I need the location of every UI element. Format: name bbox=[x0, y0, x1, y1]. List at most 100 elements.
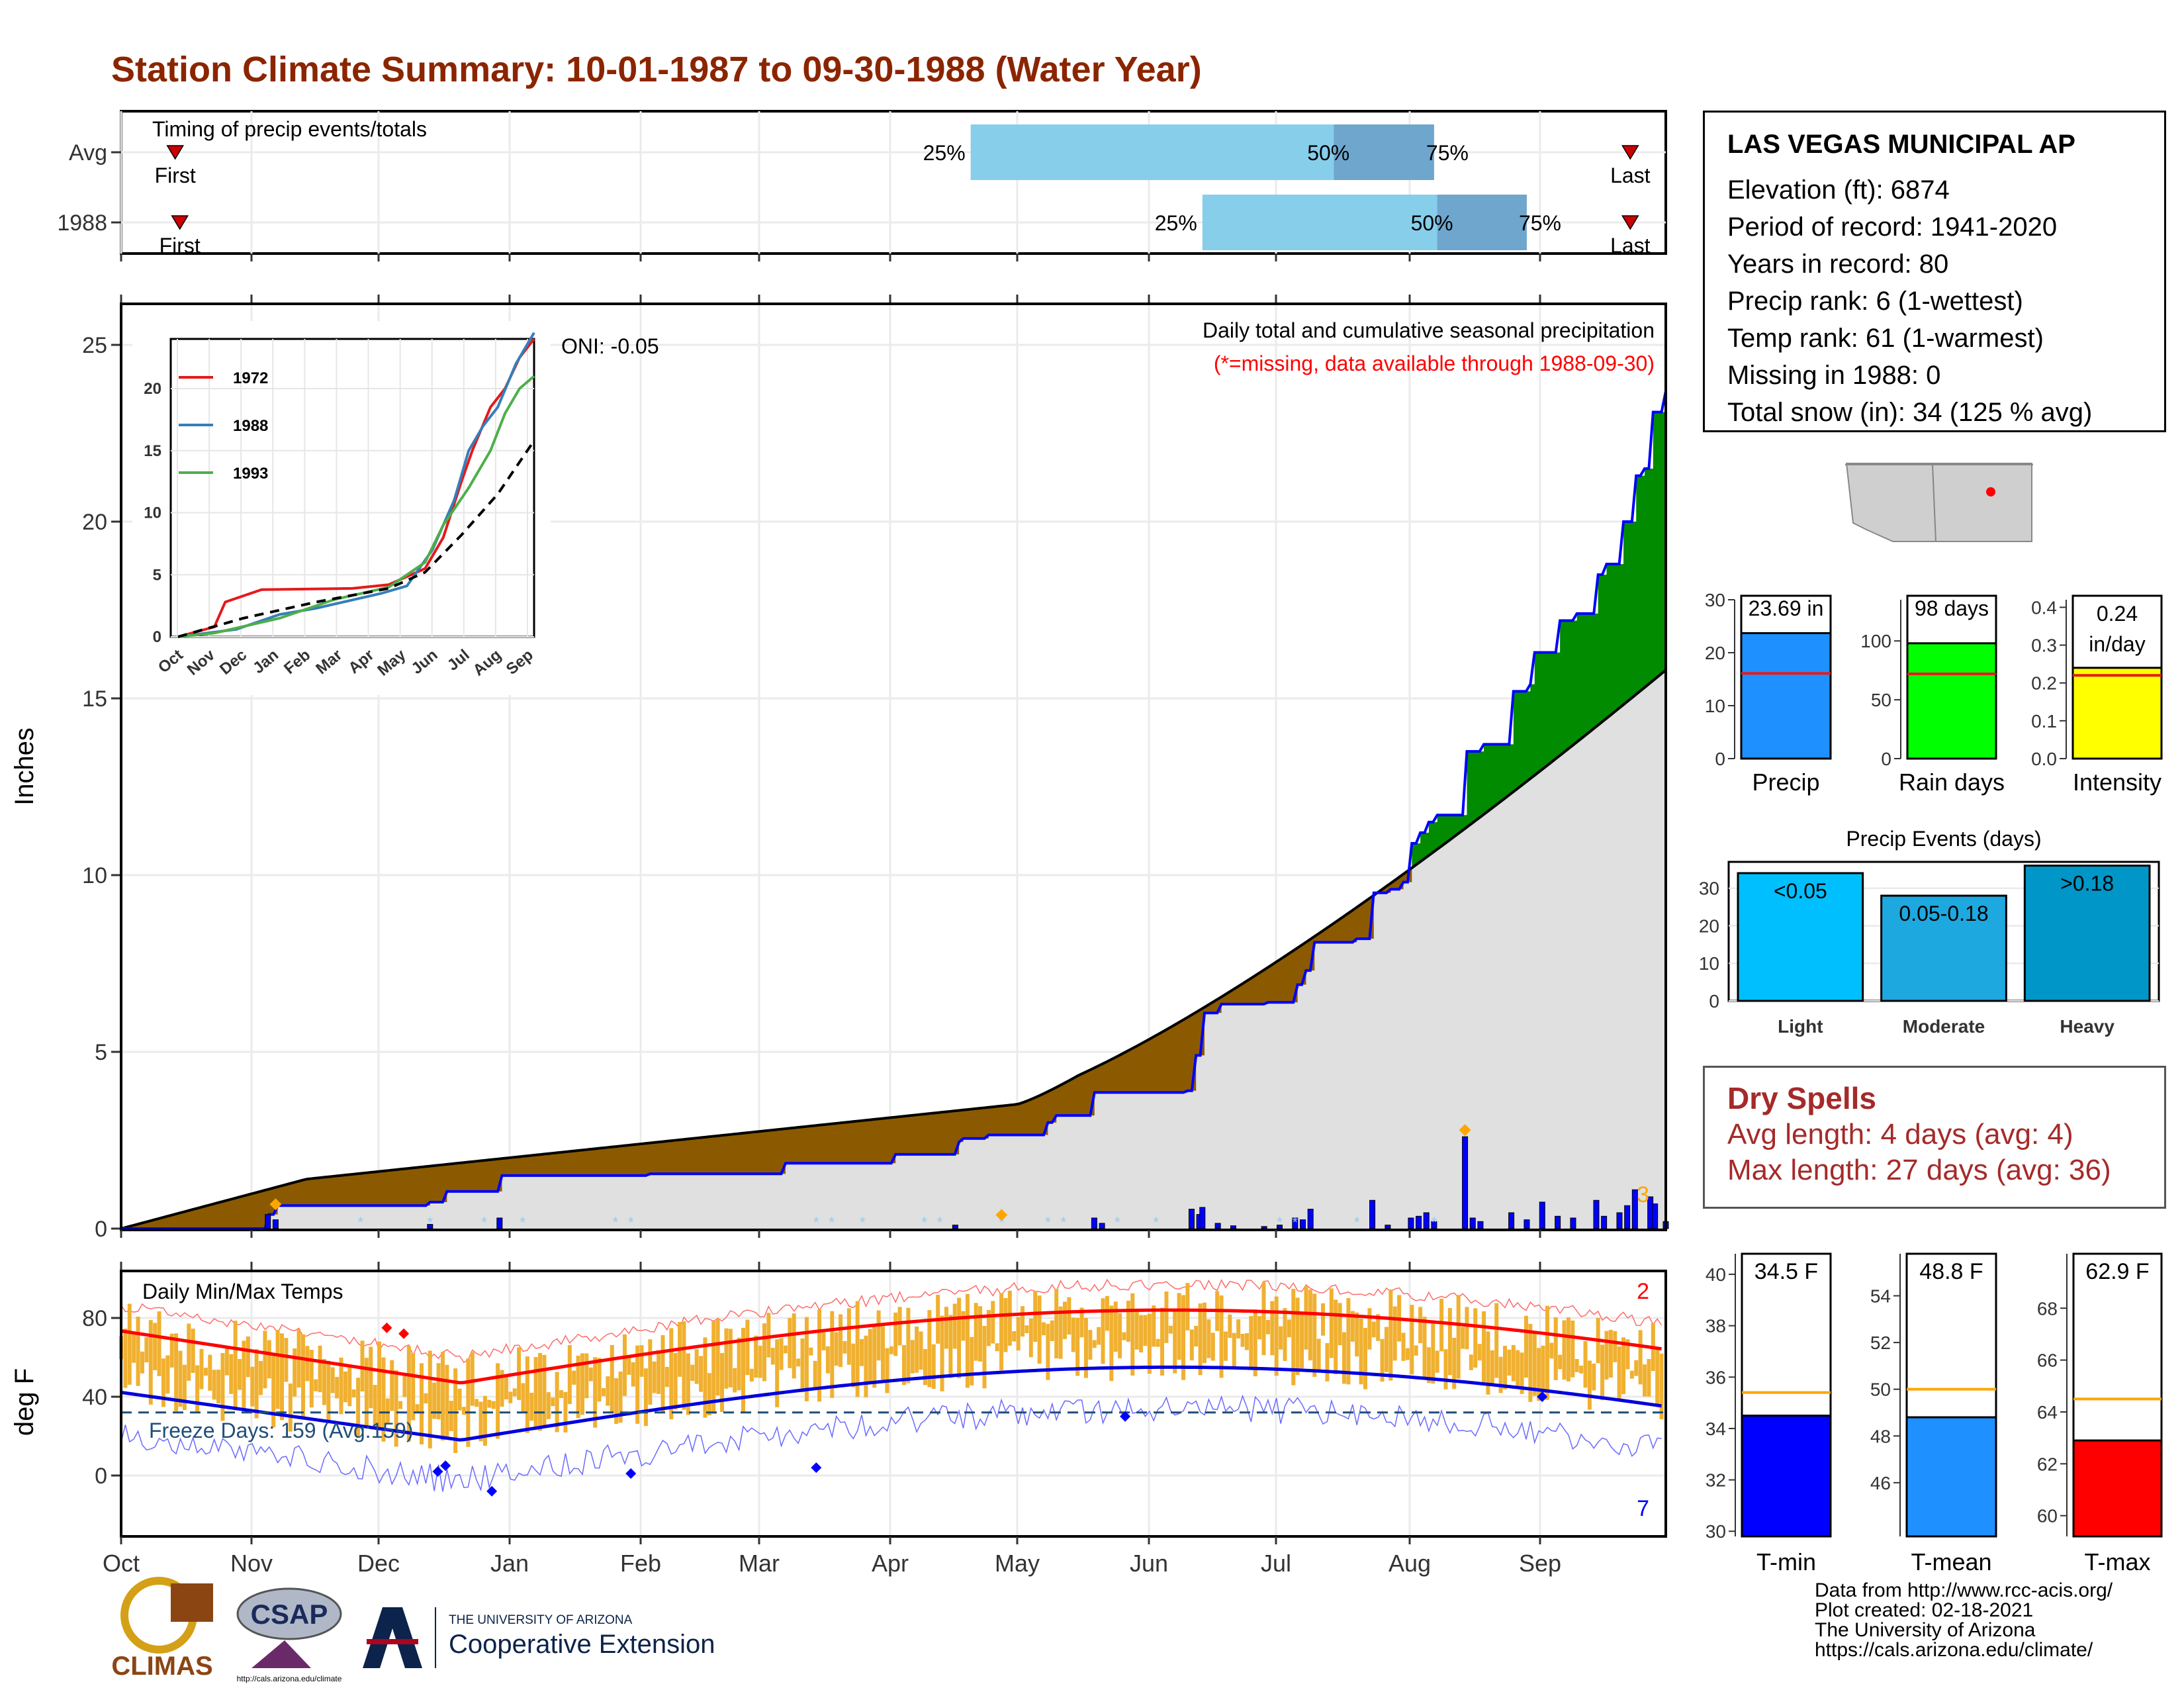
average-min-temp-line bbox=[120, 1365, 1662, 1442]
inset-y-tick-label: 5 bbox=[153, 566, 161, 584]
daily-precip-bar bbox=[1477, 1221, 1484, 1229]
summary-y-tick-label: 50 bbox=[1871, 690, 1891, 710]
daily-precip-bar bbox=[1593, 1199, 1600, 1229]
average-max-temp-line bbox=[120, 1308, 1662, 1385]
timing-p50-label: 50% bbox=[1307, 141, 1349, 165]
first-event-label: First bbox=[155, 164, 196, 187]
snow-marker: * bbox=[937, 1214, 943, 1231]
csap-logo-cloud bbox=[236, 1587, 342, 1640]
credit-url: https://cals.arizona.edu/climate/ bbox=[1815, 1639, 2093, 1661]
events-x-label: Moderate bbox=[1903, 1016, 1985, 1037]
month-label: Dec bbox=[357, 1550, 400, 1577]
month-label: Jan bbox=[490, 1550, 529, 1577]
snow-marker: * bbox=[813, 1214, 819, 1231]
timing-p75-label: 75% bbox=[1519, 211, 1561, 235]
ua-logo-a bbox=[363, 1607, 422, 1668]
last-event-label: Last bbox=[1610, 164, 1651, 187]
snow-marker: * bbox=[1432, 1214, 1437, 1231]
events-title: Precip Events (days) bbox=[1846, 827, 2041, 851]
record-high-count: 2 bbox=[1637, 1279, 1649, 1304]
first-event-marker bbox=[166, 145, 185, 160]
precip-y-tick-label: 25 bbox=[82, 333, 107, 358]
events-x-label: Heavy bbox=[2060, 1016, 2115, 1037]
below-average-area bbox=[121, 868, 1412, 1229]
record-marker bbox=[1459, 1124, 1471, 1137]
daily-precip-bar bbox=[1091, 1217, 1097, 1229]
record-low-marker bbox=[625, 1468, 637, 1479]
inset-frame bbox=[169, 338, 535, 638]
ua-logo-small-text: THE UNIVERSITY OF ARIZONA bbox=[449, 1613, 633, 1627]
summary-y-tick-label: 0.2 bbox=[2031, 673, 2057, 694]
month-label: Jun bbox=[1130, 1550, 1168, 1577]
daily-precip-bar bbox=[1369, 1199, 1376, 1229]
snow-marker: * bbox=[357, 1214, 363, 1231]
last-event-marker bbox=[1621, 215, 1639, 230]
record-low-marker bbox=[440, 1460, 451, 1472]
temp-summary-bar bbox=[1741, 1415, 1832, 1538]
inset-y-tick-label: 20 bbox=[144, 380, 161, 398]
credit-university: The University of Arizona bbox=[1815, 1619, 2036, 1641]
station-temp-rank: Temp rank: 61 (1-warmest) bbox=[1727, 324, 2044, 353]
record-low-marker bbox=[811, 1462, 822, 1474]
daily-precip-bar bbox=[1601, 1215, 1608, 1229]
daily-precip-bar bbox=[1624, 1205, 1631, 1229]
timing-row-label: Avg bbox=[69, 140, 107, 165]
record-high-marker bbox=[398, 1328, 410, 1339]
record-marker bbox=[995, 1209, 1008, 1221]
last-event-label: Last bbox=[1610, 234, 1651, 258]
snow-marker: * bbox=[1045, 1214, 1051, 1231]
temp-summary-y-tick-label: 54 bbox=[1870, 1286, 1891, 1307]
map-new-mexico bbox=[1931, 463, 2032, 542]
temp-summary-y-tick-label: 38 bbox=[1706, 1316, 1726, 1336]
snow-marker: * bbox=[628, 1214, 634, 1231]
precip-y-tick-label: 15 bbox=[82, 686, 107, 712]
snow-marker: * bbox=[999, 1214, 1005, 1231]
daily-precip-bar bbox=[1385, 1225, 1391, 1229]
temp-summary-y-tick-label: 52 bbox=[1870, 1333, 1891, 1353]
oni-label: ONI: -0.05 bbox=[561, 334, 659, 358]
station-missing: Missing in 1988: 0 bbox=[1727, 361, 1941, 390]
temp-summary-y-tick-label: 46 bbox=[1870, 1473, 1891, 1493]
summary-bar bbox=[1906, 642, 1997, 760]
events-bar-category: >0.18 bbox=[2060, 872, 2114, 896]
timing-p50-label: 50% bbox=[1411, 211, 1453, 235]
snow-marker: * bbox=[1293, 1214, 1298, 1231]
station-location-marker bbox=[1986, 487, 1995, 496]
record-low-marker bbox=[432, 1466, 443, 1477]
record-low-marker bbox=[486, 1485, 498, 1497]
credit-data-source: Data from http://www.rcc-acis.org/ bbox=[1815, 1579, 2113, 1601]
daily-precip-bar bbox=[1469, 1217, 1476, 1229]
temp-summary-bar bbox=[1905, 1416, 1997, 1538]
daily-precip-bar bbox=[1423, 1212, 1430, 1229]
snow-marker: * bbox=[1354, 1214, 1360, 1231]
inset-series-1972 bbox=[177, 338, 535, 638]
precip-y-tick-label: 20 bbox=[82, 510, 107, 535]
dry-spells-title: Dry Spells bbox=[1727, 1081, 1876, 1115]
month-label: May bbox=[995, 1550, 1040, 1577]
climas-logo-block bbox=[171, 1583, 213, 1622]
logos: CLIMAS CSAP http://cals.arizona.edu/climat… bbox=[111, 1577, 715, 1683]
precip-y-tick-label: 0 bbox=[95, 1217, 107, 1242]
summary-bar-value: 23.69 in bbox=[1749, 596, 1824, 620]
summary-bar-unit: in/day bbox=[2089, 632, 2145, 656]
summary-y-tick-label: 0.0 bbox=[2031, 749, 2057, 769]
timing-p75-label: 75% bbox=[1426, 141, 1469, 165]
temp-summary-y-tick-label: 48 bbox=[1870, 1426, 1891, 1446]
daily-precip-bar bbox=[1408, 1217, 1414, 1229]
inset-y-tick-label: 0 bbox=[153, 628, 161, 646]
events-y-tick-label: 10 bbox=[1699, 953, 1719, 974]
summary-y-tick-label: 30 bbox=[1705, 590, 1725, 610]
station-elevation: Elevation (ft): 6874 bbox=[1727, 175, 1950, 205]
daily-precip-bar bbox=[1555, 1215, 1561, 1229]
daily-precip-bar bbox=[1652, 1203, 1659, 1229]
snow-marker: * bbox=[921, 1214, 927, 1231]
credit-plot-date: Plot created: 02-18-2021 bbox=[1815, 1599, 2034, 1621]
temp-summary-value: 62.9 F bbox=[2085, 1259, 2149, 1284]
events-y-tick-label: 20 bbox=[1699, 915, 1719, 936]
summary-y-tick-label: 0.4 bbox=[2031, 597, 2057, 618]
summary-y-tick-label: 0 bbox=[1715, 749, 1725, 769]
summary-y-tick-label: 0 bbox=[1881, 749, 1891, 769]
first-event-marker bbox=[171, 215, 189, 230]
inset-average-line bbox=[177, 440, 535, 638]
